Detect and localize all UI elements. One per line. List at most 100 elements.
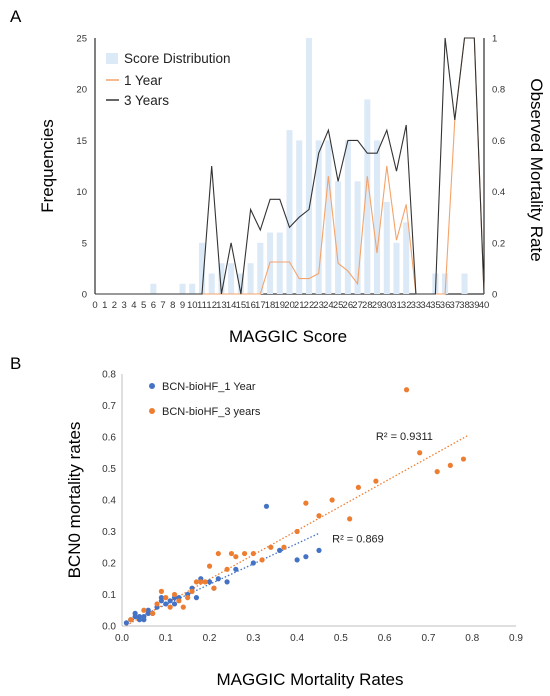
chart-b-point-1-year (123, 620, 129, 626)
chart-b-y-tick-label: 0.0 (102, 622, 116, 633)
chart-a-bar (257, 242, 264, 294)
chart-b-y-tick-label: 0.1 (102, 590, 116, 601)
chart-b-point-3-years (189, 588, 195, 594)
chart-b-point-1-year (163, 601, 169, 607)
chart-b-x-tick-label: 0.2 (203, 633, 217, 644)
chart-b-x-tick-label: 0.8 (465, 633, 479, 644)
chart-b-point-1-year (224, 579, 230, 585)
chart-b-point-3-years (303, 500, 309, 506)
chart-a-bar (179, 283, 186, 294)
chart-a-x-tick-label: 38 (459, 300, 470, 311)
chart-b-point-1-year (316, 547, 322, 554)
chart-b-x-tick-label: 0.3 (246, 633, 260, 644)
chart-b-point-3-years (180, 604, 186, 610)
chart-a-x-tick-label: 36 (440, 300, 451, 311)
chart-b-legend-label: BCN-bioHF_3 years (162, 406, 261, 418)
chart-a-y-tick-label: 5 (82, 238, 87, 249)
chart-a-bar (305, 38, 312, 294)
chart-a-lines (95, 37, 485, 295)
chart-b-point-3-years (228, 550, 235, 557)
chart-b-y-tick-label: 0.8 (102, 370, 116, 381)
chart-b-point-3-years (215, 550, 221, 557)
chart-a-y-tick-label: 10 (76, 187, 87, 198)
chart-a-x-tick-label: 5 (141, 300, 146, 311)
chart-b-point-3-years (211, 585, 217, 591)
chart-a-x-tick-label: 11 (197, 300, 207, 311)
chart-a-xlabel: MAGGIC Score (229, 327, 347, 346)
chart-b-ylabel: BCN0 mortality rates (65, 422, 84, 579)
chart-a-x-tick-label: 13 (216, 300, 227, 311)
chart-b-point-3-years (171, 591, 178, 598)
chart-b-point-1-year (193, 595, 200, 601)
chart-a-legend-label: Score Distribution (124, 51, 231, 66)
chart-b-point-3-years (329, 497, 335, 503)
chart-b-x-tick-label: 0.7 (421, 633, 435, 644)
chart-a-bar (198, 242, 205, 294)
chart-b-point-1-year (136, 613, 143, 620)
chart-b-point-1-year (277, 547, 283, 554)
chart-a-x-tick-label: 32 (401, 300, 412, 311)
chart-a-bar (374, 140, 381, 294)
chart-a-bar (286, 130, 293, 294)
chart-b-x-tick-label: 0.9 (509, 633, 523, 644)
chart-a-bar (228, 263, 235, 294)
chart-a-bar (150, 283, 157, 294)
chart-a-x-tick-label: 35 (430, 300, 441, 311)
chart-b-y-tick-label: 0.3 (102, 527, 116, 538)
chart-a-x-tick-label: 9 (180, 300, 185, 311)
chart-b-point-3-years (460, 456, 467, 462)
chart-b: 0.0 0.1 0.2 0.3 0.4 0.5 0.6 0.7 0.8 0.9 0.0 0.1 0.2 0… (65, 370, 523, 690)
chart-b-point-3-years (193, 579, 200, 585)
chart-a-x-tick-label: 4 (131, 300, 136, 311)
chart-a-x-tick-label: 21 (294, 300, 305, 311)
chart-a-bar (218, 263, 225, 294)
chart-a-legend-label: 1 Year (124, 73, 163, 88)
chart-a-legend: Score Distribution 1 Year 3 Years (106, 51, 231, 108)
chart-b-point-3-years (281, 544, 287, 550)
chart-a-x-tick-label: 33 (411, 300, 422, 311)
chart-a-bar (247, 263, 254, 294)
chart-b-point-1-year (233, 566, 239, 572)
chart-a-bar (344, 140, 351, 294)
chart-b-point-3-years (373, 478, 379, 484)
chart-a-bar (354, 181, 361, 294)
chart-b-point-3-years (447, 462, 453, 468)
chart-b-point-3-years (316, 513, 322, 519)
chart-b-x-tick-label: 0.1 (159, 633, 173, 644)
chart-a-bar (335, 181, 342, 294)
chart-b-point-3-years (158, 588, 164, 594)
chart-b-x-tick-label: 0.0 (115, 633, 129, 644)
chart-b-points (123, 387, 467, 626)
chart-a-bar (189, 283, 196, 294)
chart-b-point-1-year (145, 607, 151, 613)
chart-a-ticks: 0 1 2 3 4 5 6 7 8 9 10 11 12 13 14 15 16 17 18 19 20 21 22 23 24… (76, 34, 505, 312)
chart-a-x-tick-label: 39 (469, 300, 480, 311)
chart-b-plot (121, 374, 516, 627)
chart-b-x-tick-label: 0.5 (334, 633, 348, 644)
chart-a-bar (383, 201, 390, 294)
chart-a-bars (150, 38, 468, 294)
chart-a-bar (315, 140, 322, 294)
chart-b-y-tick-label: 0.5 (102, 464, 116, 475)
chart-a-x-tick-label: 14 (226, 300, 237, 311)
chart-b-point-3-years (185, 595, 191, 601)
chart-a-y2-tick-label: 0.6 (492, 136, 505, 147)
chart-b-x-tick-label: 0.6 (378, 633, 392, 644)
chart-a-y2-tick-label: 0.2 (492, 238, 505, 249)
chart-b-legend-label: BCN-bioHF_1 Year (162, 381, 256, 393)
chart-a-y-tick-label: 25 (76, 34, 87, 45)
chart-b-point-3-years (154, 601, 160, 607)
chart-a-x-tick-label: 22 (304, 300, 315, 311)
chart-b-point-3-years (233, 554, 239, 560)
chart-b-point-3-years (141, 607, 147, 613)
chart-b-point-3-years (294, 528, 300, 535)
chart-a-x-tick-label: 1 (102, 300, 107, 311)
chart-a-x-tick-label: 6 (151, 300, 156, 311)
chart-a-x-tick-label: 16 (245, 300, 256, 311)
chart-b-point-1-year (206, 579, 213, 585)
chart-b-point-3-years (202, 579, 208, 585)
chart-b-x-tick-label: 0.4 (290, 633, 304, 644)
chart-a-x-tick-label: 12 (206, 300, 217, 311)
chart-a-x-tick-label: 29 (372, 300, 383, 311)
chart-b-point-3-years (403, 387, 410, 393)
